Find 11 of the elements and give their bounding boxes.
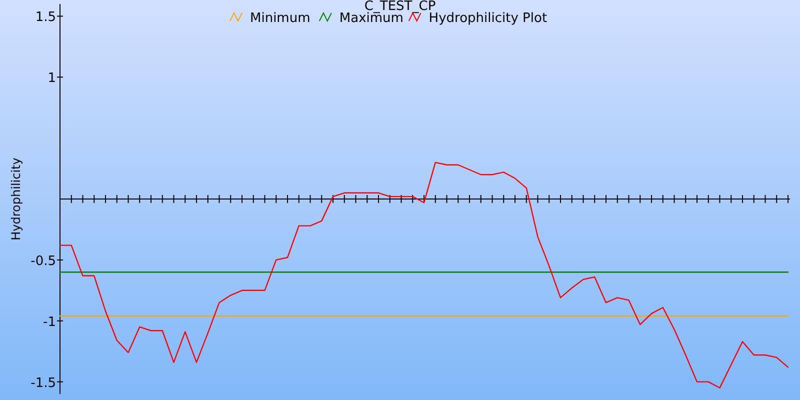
y-axis-title: Hydrophilicity — [9, 158, 23, 240]
y-tick-label: -0.5 — [30, 254, 56, 269]
legend-label: Minimum — [250, 11, 310, 26]
chart-title: C_TEST_CP — [364, 0, 436, 14]
y-tick-label: -1.5 — [30, 376, 56, 391]
legend-label: Hydrophilicity Plot — [428, 11, 548, 26]
y-tick-label: 1.5 — [35, 10, 56, 26]
y-tick-label: -1 — [43, 314, 56, 330]
legend-label: Maximum — [339, 11, 404, 26]
line-series — [59, 162, 789, 389]
y-tick-label: 1 — [48, 71, 56, 86]
